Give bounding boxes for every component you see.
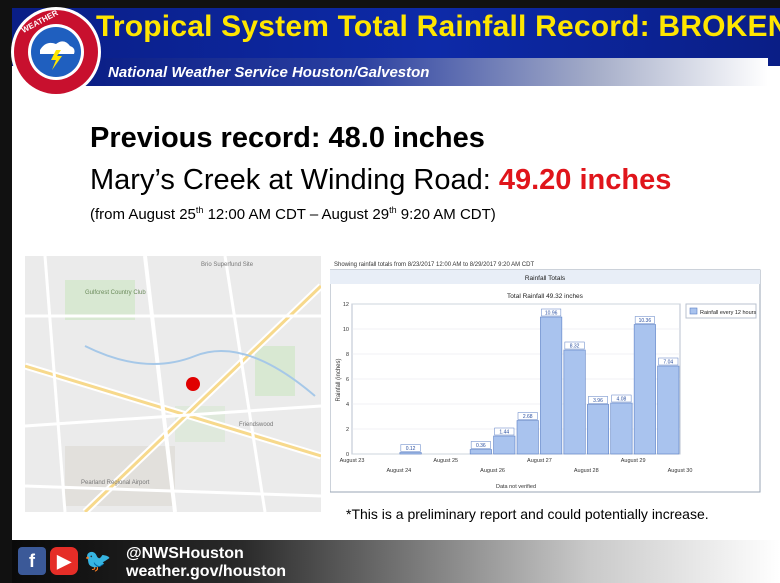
data-label: 4.08 bbox=[617, 397, 627, 403]
y-tick-label: 6 bbox=[346, 377, 349, 383]
data-label-box bbox=[634, 316, 655, 324]
bar bbox=[540, 316, 563, 455]
data-label: 0.12 bbox=[406, 446, 416, 452]
subtitle-bar bbox=[84, 58, 768, 86]
nws-logo: WEATHER bbox=[11, 7, 101, 97]
y-tick-label: 12 bbox=[343, 302, 349, 308]
map-label: Gulfcrest Country Club bbox=[85, 290, 146, 296]
legend-swatch bbox=[689, 307, 698, 315]
data-label-box bbox=[541, 308, 562, 317]
bar bbox=[610, 402, 633, 455]
website-link[interactable]: weather.gov/houston bbox=[126, 563, 287, 580]
footer-bar bbox=[12, 540, 780, 583]
range-sup-2: th bbox=[389, 205, 397, 215]
facebook-icon[interactable]: f bbox=[18, 547, 46, 575]
data-label-box bbox=[564, 341, 585, 350]
youtube-icon[interactable]: ▶ bbox=[50, 547, 78, 575]
site-value: 49.20 inches bbox=[498, 164, 672, 196]
data-label: 8.32 bbox=[570, 344, 580, 350]
rainfall-chart: Showing rainfall totals from 8/23/2017 1… bbox=[329, 258, 764, 498]
data-label-box bbox=[611, 394, 632, 403]
header-bar bbox=[12, 8, 780, 66]
data-label: 10.36 bbox=[639, 318, 652, 324]
y-axis-ticks: 0 2 4 6 8 10 12 bbox=[343, 302, 349, 458]
slide-subtitle: National Weather Service Houston/Galvest… bbox=[108, 64, 430, 81]
y-axis-label: Rainfall (inches) bbox=[336, 358, 342, 401]
y-tick-label: 10 bbox=[343, 327, 349, 333]
date-range: (from August 25th 12:00 AM CDT – August … bbox=[90, 205, 496, 223]
chart-header-text: Showing rainfall totals from 8/23/2017 1… bbox=[334, 262, 534, 268]
chart-footnote: Data not verified bbox=[496, 484, 536, 490]
range-part-1: (from August 25 bbox=[90, 206, 196, 223]
y-tick-label: 2 bbox=[346, 427, 349, 433]
new-record-line: Mary’s Creek at Winding Road: 49.20 inch… bbox=[90, 164, 671, 197]
x-tick-label: August 25 bbox=[433, 458, 458, 464]
y-tick-label: 8 bbox=[346, 352, 349, 358]
data-label-box bbox=[588, 396, 608, 404]
bar bbox=[563, 349, 586, 455]
preliminary-note: *This is a preliminary report and could … bbox=[346, 506, 709, 522]
data-label: 2.68 bbox=[523, 414, 533, 420]
bar bbox=[399, 452, 422, 455]
bar bbox=[586, 404, 610, 455]
data-label-box bbox=[658, 357, 679, 366]
data-label: 10.96 bbox=[545, 311, 558, 317]
data-label: 0.36 bbox=[476, 443, 486, 449]
range-part-3: 9:20 AM CDT) bbox=[396, 206, 496, 223]
data-label: 7.04 bbox=[663, 360, 673, 366]
data-label-box bbox=[517, 412, 538, 420]
map-canvas: Brio Superfund Site Gulfcrest Country Cl… bbox=[25, 256, 321, 512]
x-tick-label: August 30 bbox=[668, 468, 693, 474]
y-tick-label: 4 bbox=[346, 402, 349, 408]
bars: 0.12 0.36 1.44 2.68 10.96 8.32 3.96 4.08 10.36 7.… bbox=[399, 308, 680, 455]
x-tick-label: August 26 bbox=[480, 468, 505, 474]
chart-panel-header bbox=[330, 270, 760, 284]
range-sup-1: th bbox=[195, 205, 204, 215]
data-label: 3.96 bbox=[593, 398, 603, 404]
x-tick-label: August 29 bbox=[621, 458, 646, 464]
chart-panel-title: Rainfall Totals bbox=[525, 275, 566, 282]
bar bbox=[657, 365, 680, 455]
x-tick-label: August 24 bbox=[386, 468, 411, 474]
x-tick-label: August 23 bbox=[340, 458, 365, 464]
x-axis-ticks: August 23 August 25 August 27 August 29 Augu… bbox=[340, 458, 693, 474]
y-tick-label: 0 bbox=[346, 452, 349, 458]
location-map: Brio Superfund Site Gulfcrest Country Cl… bbox=[25, 256, 321, 512]
map-label: Brio Superfund Site bbox=[201, 262, 254, 268]
twitter-icon[interactable]: 🐦 bbox=[84, 548, 112, 573]
bar bbox=[493, 435, 516, 455]
legend-box bbox=[685, 303, 757, 319]
data-label: 1.44 bbox=[499, 430, 509, 436]
x-tick-label: August 27 bbox=[527, 458, 552, 464]
location-marker bbox=[186, 377, 200, 391]
data-label-box bbox=[494, 427, 515, 436]
bar bbox=[469, 449, 492, 455]
range-part-2: 12:00 AM CDT – August 29 bbox=[203, 206, 390, 223]
bar bbox=[516, 420, 539, 455]
x-tick-label: August 28 bbox=[574, 468, 599, 474]
legend-label: Rainfall every 12 hours bbox=[700, 310, 757, 316]
site-label: Mary’s Creek at Winding Road: bbox=[90, 164, 499, 196]
data-label-box bbox=[400, 444, 421, 452]
chart-title: Total Rainfall 49.32 inches bbox=[507, 293, 584, 300]
data-label-box bbox=[470, 441, 491, 449]
slide-title: Tropical System Total Rainfall Record: B… bbox=[96, 10, 780, 43]
map-label: Friendswood bbox=[239, 422, 273, 428]
bar bbox=[633, 324, 656, 455]
twitter-handle[interactable]: @NWSHouston bbox=[126, 545, 244, 562]
previous-record: Previous record: 48.0 inches bbox=[90, 122, 485, 154]
map-label: Pearland Regional Airport bbox=[81, 480, 150, 486]
chart-svg: Showing rainfall totals from 8/23/2017 1… bbox=[329, 262, 761, 493]
